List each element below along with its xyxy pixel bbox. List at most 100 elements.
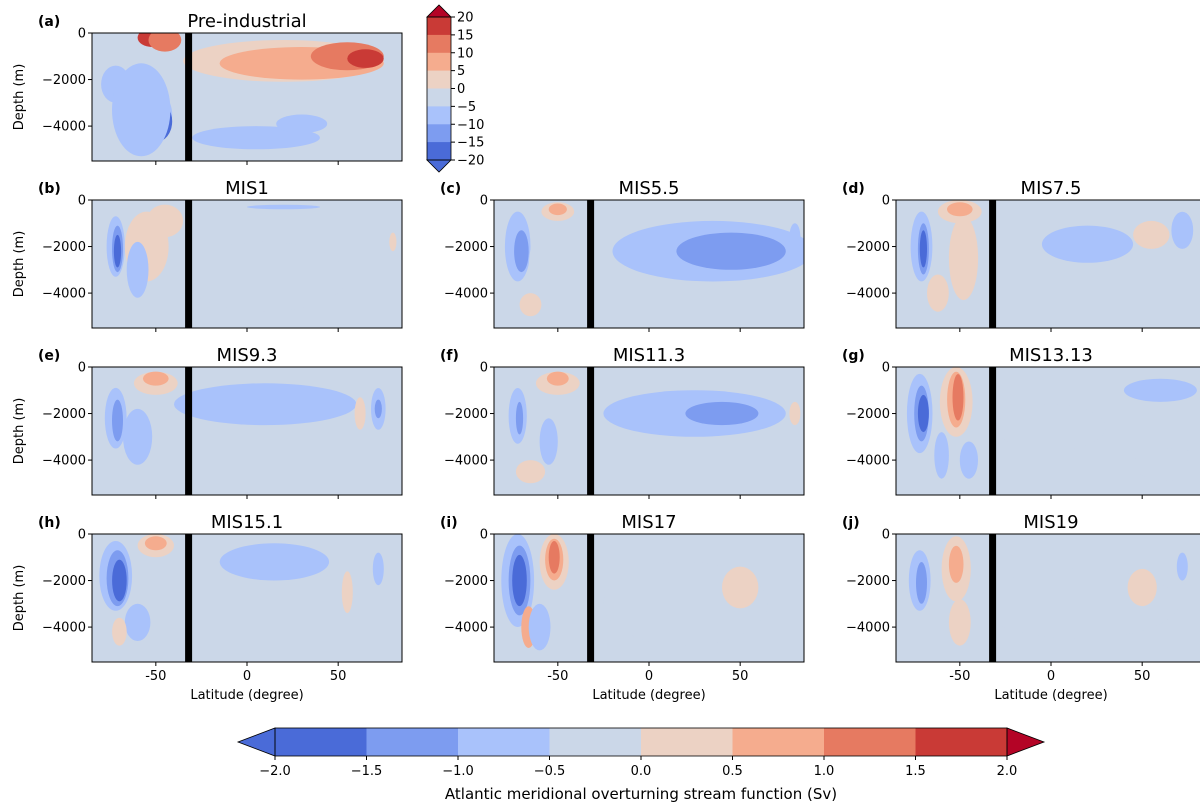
colorbar-small-tick-label: −5 bbox=[457, 100, 476, 115]
drake-passage-bar bbox=[185, 367, 193, 495]
y-tick-label: 0 bbox=[480, 361, 488, 376]
colorbar-small-tick-label: 0 bbox=[457, 82, 465, 97]
panel-title: MIS15.1 bbox=[211, 512, 283, 533]
colorbar-small-tick-label: 10 bbox=[457, 46, 474, 61]
contour-cell bbox=[959, 441, 979, 479]
contour-cell bbox=[789, 401, 801, 426]
contour-layer bbox=[104, 371, 386, 465]
panel-letter: (a) bbox=[38, 14, 60, 30]
colorbar-small-segment bbox=[427, 52, 451, 72]
x-tick-label: 0 bbox=[645, 669, 653, 684]
panel-letter: (b) bbox=[38, 181, 61, 197]
contour-cell bbox=[934, 432, 949, 479]
colorbar-main-segment bbox=[915, 728, 1008, 756]
y-axis-label: Depth (m) bbox=[12, 64, 27, 131]
contour-cell bbox=[514, 230, 529, 273]
contour-layer bbox=[908, 536, 1188, 646]
contour-cell bbox=[143, 371, 169, 386]
y-tick-label: 0 bbox=[882, 361, 890, 376]
colorbar-small-tick-label: −20 bbox=[457, 154, 484, 169]
colorbar-main-under-arrow bbox=[236, 727, 276, 757]
colorbar-main-segment bbox=[641, 728, 733, 756]
drake-passage-bar bbox=[587, 200, 595, 328]
colorbar-small-segment bbox=[427, 17, 451, 36]
panel-letter: (c) bbox=[440, 181, 461, 197]
drake-passage-bar bbox=[989, 200, 997, 328]
colorbar-small-segment bbox=[427, 142, 451, 161]
drake-passage-bar bbox=[989, 534, 997, 662]
contour-cell bbox=[1171, 211, 1194, 249]
y-tick-label: −2000 bbox=[846, 240, 890, 255]
x-tick-label: 50 bbox=[330, 669, 347, 684]
contour-cell bbox=[123, 408, 153, 465]
contour-cell bbox=[539, 418, 558, 465]
x-tick-label: 50 bbox=[732, 669, 749, 684]
y-tick-label: −4000 bbox=[846, 287, 890, 302]
contour-cell bbox=[112, 63, 171, 157]
colorbar-main-label: Atlantic meridional overturning stream f… bbox=[445, 785, 837, 803]
contour-cell bbox=[515, 401, 524, 435]
panel-j: -50 0 50 Latitude (degree) 0 −2000 −4000 MIS19 (… bbox=[842, 512, 1200, 703]
colorbar-small-segment bbox=[427, 106, 451, 125]
contour-cell bbox=[676, 232, 786, 270]
x-tick-label: 50 bbox=[1134, 669, 1151, 684]
colorbar-main-tick-label: −0.5 bbox=[534, 764, 566, 779]
contour-layer bbox=[910, 200, 1194, 312]
y-tick-label: −4000 bbox=[42, 621, 86, 636]
contour-cell bbox=[952, 374, 964, 421]
y-tick-label: −4000 bbox=[42, 287, 86, 302]
y-tick-label: −2000 bbox=[42, 574, 86, 589]
colorbar-small-tick-label: 5 bbox=[457, 64, 465, 79]
panel-h: -50 0 50 Latitude (degree) 0 −2000 −4000 Depth … bbox=[12, 512, 403, 703]
drake-passage-bar bbox=[185, 534, 193, 662]
x-tick-label: 0 bbox=[1047, 669, 1055, 684]
y-tick-label: 0 bbox=[78, 194, 86, 209]
contour-cell bbox=[219, 543, 330, 581]
contour-cell bbox=[916, 562, 927, 604]
colorbar-main-tick-label: −1.0 bbox=[442, 764, 474, 779]
colorbar-small-segment bbox=[427, 124, 451, 143]
panel-title: MIS1 bbox=[225, 178, 269, 199]
contour-cell bbox=[183, 241, 348, 312]
y-axis-label: Depth (m) bbox=[12, 565, 27, 632]
y-tick-label: 0 bbox=[882, 528, 890, 543]
contour-cell bbox=[548, 203, 567, 216]
panel-title: MIS9.3 bbox=[217, 345, 278, 366]
y-axis-label: Depth (m) bbox=[12, 398, 27, 465]
contour-cell bbox=[519, 293, 542, 317]
contour-cell bbox=[1127, 568, 1157, 607]
panel-title: MIS11.3 bbox=[613, 345, 685, 366]
panel-letter: (i) bbox=[440, 515, 458, 531]
x-tick-label: -50 bbox=[145, 669, 166, 684]
contour-cell bbox=[372, 552, 384, 586]
contour-cell bbox=[722, 566, 759, 609]
drake-passage-bar bbox=[587, 367, 595, 495]
contour-cell bbox=[1133, 220, 1170, 249]
contour-cell bbox=[247, 204, 320, 210]
panel-letter: (e) bbox=[38, 348, 60, 364]
y-tick-label: −4000 bbox=[444, 287, 488, 302]
contour-cell bbox=[124, 603, 151, 642]
x-tick-label: -50 bbox=[949, 669, 970, 684]
contour-cell bbox=[374, 399, 382, 419]
panel-b: 0 −2000 −4000 Depth (m) MIS1 (b) bbox=[12, 178, 403, 332]
colorbar-small-tick-label: 15 bbox=[457, 28, 474, 43]
colorbar-main-segment bbox=[275, 728, 367, 756]
panel-d: 0 −2000 −4000 MIS7.5 (d) bbox=[842, 178, 1200, 332]
panel-letter: (j) bbox=[842, 515, 860, 531]
contour-cell bbox=[1133, 448, 1200, 481]
contour-cell bbox=[276, 114, 328, 134]
y-tick-label: −2000 bbox=[444, 407, 488, 422]
contour-cell bbox=[948, 545, 964, 583]
colorbar-small: 20 15 10 5 0 −5 −10 −15 −20 bbox=[426, 4, 484, 173]
contour-cell bbox=[685, 401, 759, 426]
contour-cell bbox=[548, 541, 560, 574]
contour-cell bbox=[1176, 552, 1188, 581]
y-tick-label: −4000 bbox=[444, 621, 488, 636]
panel-e: 0 −2000 −4000 Depth (m) MIS9.3 (e) bbox=[12, 345, 403, 499]
contour-cell bbox=[341, 571, 353, 614]
contour-layer bbox=[504, 202, 804, 317]
y-tick-label: −4000 bbox=[846, 621, 890, 636]
panel-title: MIS17 bbox=[621, 512, 676, 533]
